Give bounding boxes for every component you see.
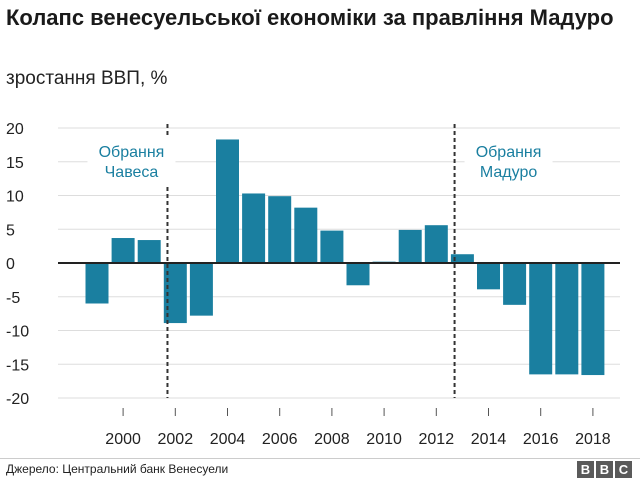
bar-2002	[163, 263, 187, 324]
x-tick-label: 2006	[262, 431, 298, 448]
bar-2016	[529, 263, 553, 375]
y-tick-label: 10	[6, 189, 24, 206]
x-tick-label: 2018	[575, 431, 611, 448]
chart-title: Колапс венесуельської економіки за правл…	[6, 5, 614, 30]
y-tick-label: 0	[6, 256, 15, 273]
bar-2012	[424, 225, 448, 263]
election-label-bg-1	[87, 138, 176, 184]
bbc-logo-letter-3: C	[615, 461, 632, 478]
gdp-growth-chart: 20 15 10 5 0 -5 -10 -15 -20 2000 2002 2004 2006 2008 2…	[6, 121, 620, 448]
bar-2000	[111, 238, 135, 263]
election-label-line: Чавеса	[105, 164, 159, 181]
x-tick-label: 2000	[105, 431, 141, 448]
y-tick-label: -15	[6, 357, 29, 374]
bar-2014	[477, 263, 500, 290]
x-tick-label: 2012	[419, 431, 455, 448]
bbc-logo: B B C	[577, 461, 632, 478]
x-tick-label: 2008	[314, 431, 350, 448]
election-label-line: Обрання	[476, 144, 542, 161]
bbc-logo-letter-1: B	[577, 461, 594, 478]
y-tick-label: -10	[6, 324, 29, 341]
x-tick-label: 2002	[158, 431, 194, 448]
bar-1999	[85, 263, 109, 304]
bar-2008	[320, 230, 344, 263]
bar-2013	[450, 254, 474, 263]
bar-2018	[581, 263, 605, 376]
x-tick-label: 2004	[210, 431, 246, 448]
bar-2017	[555, 263, 579, 375]
chart-subtitle: зростання ВВП, %	[6, 68, 168, 89]
bar-2009	[346, 263, 370, 286]
x-tick-label: 2016	[523, 431, 559, 448]
election-label-line: Мадуро	[480, 164, 537, 181]
bar-2015	[503, 263, 527, 305]
bar-2006	[268, 196, 292, 263]
x-tick-label: 2010	[366, 431, 402, 448]
bar-2011	[398, 229, 422, 263]
bar-2005	[242, 193, 266, 263]
y-tick-label: 20	[6, 121, 24, 138]
footer-divider	[0, 458, 640, 459]
bbc-logo-letter-2: B	[596, 461, 613, 478]
bar-2004	[216, 139, 239, 263]
source-note: Джерело: Центральний банк Венесуели	[6, 462, 229, 476]
bar-2007	[294, 207, 318, 263]
y-tick-label: -20	[6, 391, 29, 408]
y-tick-label: -5	[6, 290, 20, 307]
y-tick-label: 15	[6, 155, 24, 172]
bar-2001	[137, 240, 161, 263]
election-label-bg-2	[464, 138, 553, 184]
y-tick-label: 5	[6, 222, 15, 239]
bar-2003	[189, 263, 213, 316]
election-label-line: Обрання	[99, 144, 165, 161]
x-tick-label: 2014	[471, 431, 507, 448]
